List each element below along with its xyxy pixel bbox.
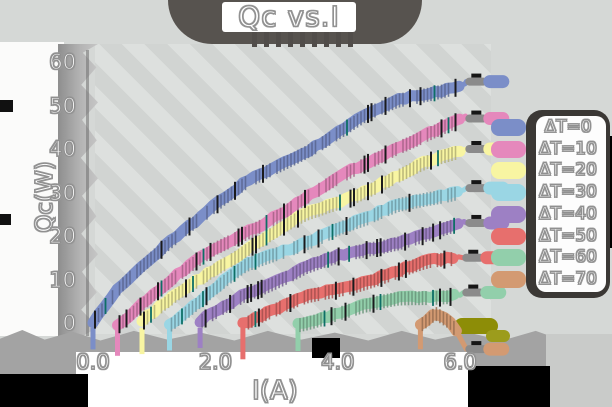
y-tick-label: 0 bbox=[62, 310, 77, 335]
y-tick-label: 60 bbox=[49, 49, 77, 74]
bottom-right-gray-patch bbox=[546, 334, 612, 407]
legend-swatch bbox=[491, 205, 526, 223]
x-tick-label: 4.0 bbox=[320, 349, 355, 374]
legend-label: ΔT=70 bbox=[539, 268, 598, 289]
glitch-olive-patch bbox=[486, 330, 510, 342]
legend-swatch bbox=[491, 249, 526, 267]
chart-title: Qc vs.I bbox=[238, 0, 340, 33]
legend-swatch bbox=[491, 140, 526, 158]
title-white-box bbox=[222, 2, 356, 32]
legend-label: ΔT=30 bbox=[539, 182, 598, 203]
legend-swatch bbox=[491, 270, 526, 288]
glitch-black-patch bbox=[312, 338, 340, 358]
legend-label: ΔT=50 bbox=[539, 225, 598, 246]
bottom-white-strip bbox=[76, 352, 472, 407]
legend-label: ΔT=10 bbox=[539, 138, 598, 159]
glitch-black-patch bbox=[0, 374, 88, 407]
y-tick-label: 20 bbox=[49, 223, 77, 248]
y-tick-label: 40 bbox=[49, 136, 77, 161]
legend-swatch bbox=[491, 184, 526, 202]
glitch-black-patch bbox=[468, 366, 550, 407]
legend-label: ΔT=20 bbox=[539, 160, 598, 181]
x-tick-label: 6.0 bbox=[443, 349, 478, 374]
y-tick-label: 30 bbox=[49, 180, 77, 205]
legend-swatch bbox=[491, 227, 526, 245]
legend-swatch bbox=[491, 119, 526, 136]
y-tick-label: 50 bbox=[49, 93, 77, 118]
legend-swatch bbox=[491, 162, 526, 180]
y-tick-label: 10 bbox=[49, 267, 77, 292]
left-white-strip bbox=[0, 42, 64, 336]
legend-white-panel bbox=[536, 116, 606, 292]
legend-label: ΔT=40 bbox=[539, 203, 598, 224]
x-tick-label: 2.0 bbox=[198, 349, 233, 374]
legend-label: ΔT=60 bbox=[539, 247, 598, 268]
legend-label: ΔT=0 bbox=[544, 117, 592, 138]
glitch-black-patch bbox=[0, 214, 11, 225]
x-tick-label: 0.0 bbox=[76, 349, 111, 374]
x-axis-label: I(A) bbox=[252, 375, 299, 406]
glitch-black-patch bbox=[0, 100, 13, 112]
title-drip-stripes bbox=[252, 31, 354, 47]
